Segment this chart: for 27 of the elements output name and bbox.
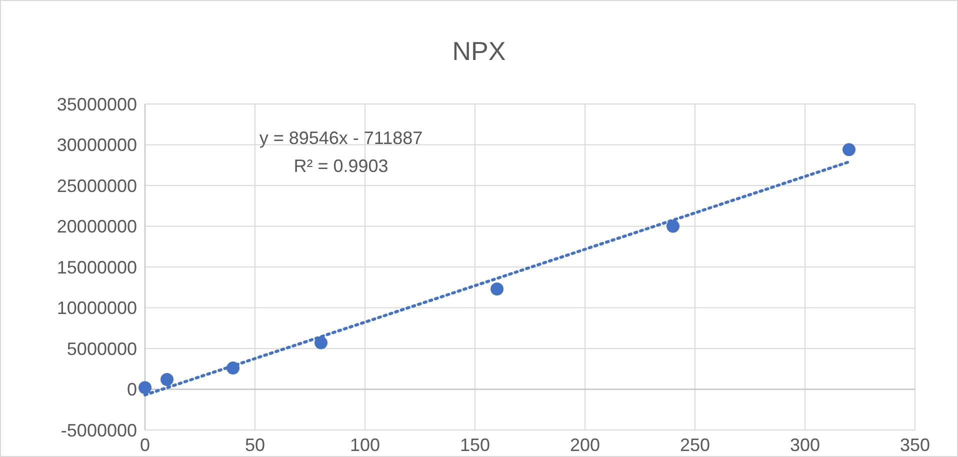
- point: [490, 282, 504, 296]
- point: [842, 143, 856, 156]
- y-tick-label: 25000000: [56, 176, 137, 196]
- y-tick-label: 35000000: [56, 94, 137, 114]
- x-tick-label: 150: [460, 435, 490, 455]
- x-tick-label: 250: [680, 435, 710, 455]
- point: [314, 336, 328, 350]
- x-tick-label: 0: [140, 435, 150, 455]
- point: [160, 372, 174, 386]
- x-tick-label: 100: [350, 435, 380, 455]
- y-tick-label: 0: [126, 380, 137, 400]
- y-tick-label: 10000000: [56, 298, 137, 318]
- annotation: y = 89546x - 711887: [259, 128, 423, 148]
- y-tick-label: -5000000: [60, 420, 137, 440]
- annotation: R² = 0.9903: [294, 156, 388, 176]
- x-tick-label: 50: [244, 435, 266, 455]
- chart-title: NPX: [452, 36, 506, 66]
- x-tick-label: 350: [900, 435, 930, 455]
- y-tick-label: 30000000: [56, 135, 137, 156]
- point: [138, 381, 152, 394]
- x-tick-label: 300: [790, 435, 820, 455]
- y-tick-label: 5000000: [66, 338, 137, 359]
- point: [666, 220, 680, 233]
- y-tick-label: 20000000: [56, 216, 137, 237]
- y-tick-label: 15000000: [56, 257, 137, 278]
- point: [226, 362, 240, 375]
- x-tick-label: 200: [570, 435, 600, 455]
